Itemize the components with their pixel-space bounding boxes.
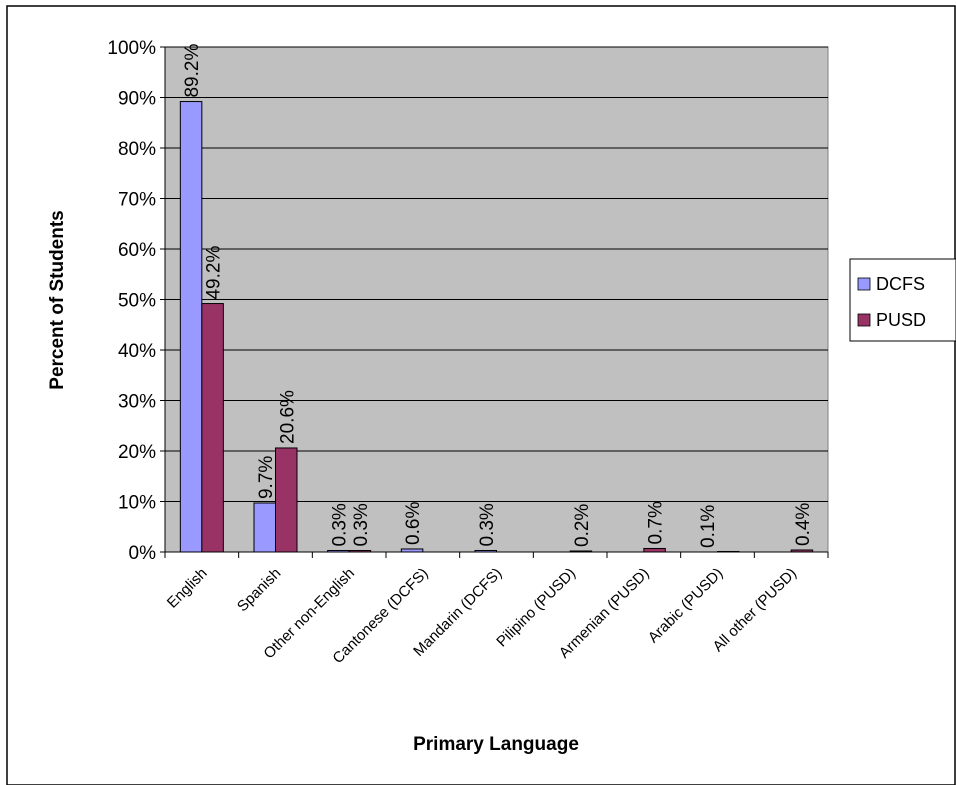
- y-tick-label: 70%: [118, 190, 156, 211]
- data-label-pusd: 0.2%: [572, 504, 593, 547]
- data-label-dcfs: 89.2%: [182, 44, 203, 98]
- y-tick-label: 50%: [118, 291, 156, 312]
- data-label-pusd: 0.4%: [793, 503, 814, 546]
- legend-label-dcfs: DCFS: [876, 274, 925, 294]
- data-label-dcfs: 0.1%: [698, 505, 719, 548]
- data-label-dcfs: 0.6%: [403, 502, 424, 545]
- gridlines: [165, 46, 828, 502]
- y-tick-label: 80%: [118, 139, 156, 160]
- y-tick-label: 20%: [118, 442, 156, 463]
- data-label-dcfs: 0.3%: [329, 503, 350, 546]
- y-tick-label: 30%: [118, 392, 156, 413]
- x-axis-title: Primary Language: [413, 734, 579, 755]
- y-axis-title: Percent of Students: [47, 210, 68, 389]
- bar-pusd: [275, 447, 298, 553]
- data-label-pusd: 0.7%: [646, 501, 667, 544]
- legend-swatch-pusd: [857, 313, 871, 327]
- legend-swatch-dcfs: [857, 277, 871, 291]
- legend-box: [849, 258, 956, 342]
- bars: [179, 101, 814, 553]
- y-tick-label: 10%: [118, 493, 156, 514]
- y-tick-label: 100%: [107, 38, 156, 59]
- y-tick-label: 60%: [118, 240, 156, 261]
- y-tick-label: 40%: [118, 341, 156, 362]
- y-tick-label: 0%: [129, 543, 157, 564]
- bar-pusd: [201, 303, 224, 553]
- data-label-pusd: 20.6%: [277, 390, 298, 444]
- data-label-pusd: 49.2%: [204, 246, 225, 300]
- legend-label-pusd: PUSD: [876, 310, 926, 330]
- data-label-pusd: 0.3%: [351, 503, 372, 546]
- bar-dcfs: [253, 502, 276, 553]
- y-tick-label: 90%: [118, 89, 156, 110]
- legend: DCFS PUSD: [849, 258, 956, 342]
- data-labels: 89.2% 9.7% 0.3% 0.6% 0.3% 0.1% 49.2% 20.6% 0.3% 0…: [182, 44, 814, 548]
- bar-pusd: [643, 547, 666, 553]
- data-label-dcfs: 0.3%: [477, 503, 498, 546]
- data-label-dcfs: 9.7%: [256, 456, 277, 499]
- bar-dcfs: [179, 101, 203, 553]
